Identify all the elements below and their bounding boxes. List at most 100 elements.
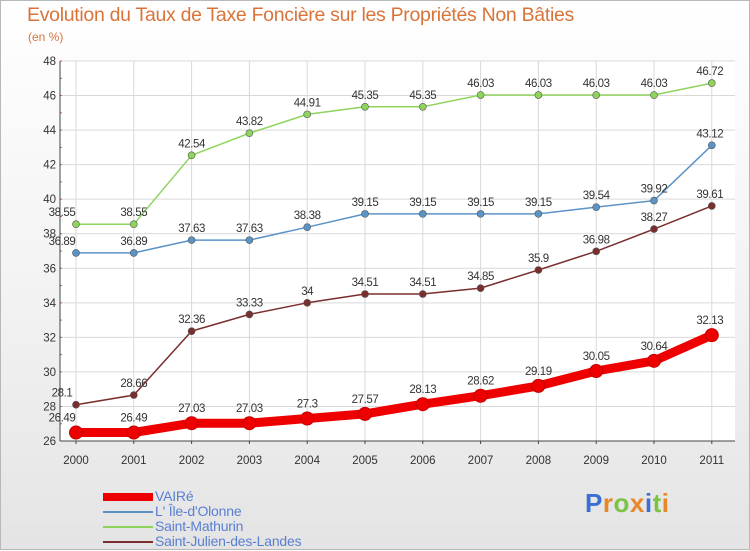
data-point: [650, 91, 658, 99]
data-point: [592, 91, 601, 99]
chart-title: Evolution du Taux de Taxe Foncière sur l…: [27, 4, 574, 26]
data-label: 39.92: [641, 184, 668, 196]
data-point: [589, 364, 604, 379]
data-label: 37.63: [236, 223, 263, 235]
data-label: 38.55: [49, 207, 76, 219]
data-label: 46.03: [467, 78, 494, 90]
data-label: 44.91: [294, 97, 321, 109]
data-label: 32.13: [696, 315, 723, 327]
data-point: [534, 266, 543, 274]
data-label: 28.13: [409, 384, 436, 396]
legend-swatch: [103, 493, 153, 501]
data-label: 37.63: [178, 223, 205, 235]
data-point: [476, 210, 485, 218]
data-label: 27.3: [297, 399, 318, 411]
brand-letter: x: [629, 488, 645, 518]
data-label: 39.54: [583, 190, 611, 202]
data-label: 45.35: [352, 90, 379, 102]
legend-label: VAIRé: [155, 488, 194, 504]
y-tick-label: 36: [43, 263, 56, 275]
data-label: 45.35: [409, 90, 436, 102]
x-tick-label: 2001: [121, 455, 147, 467]
data-point: [650, 196, 658, 205]
plot-area: [60, 61, 735, 441]
x-tick-label: 2010: [641, 455, 667, 467]
data-point: [361, 290, 369, 298]
data-label: 46.03: [525, 78, 552, 90]
x-tick-label: 2003: [237, 455, 263, 467]
y-tick-label: 32: [43, 332, 56, 344]
data-label: 38.55: [120, 207, 147, 219]
legend-swatch: [103, 526, 153, 528]
data-label: 36.89: [120, 236, 147, 248]
data-point: [704, 328, 719, 343]
x-tick-label: 2002: [179, 455, 205, 467]
brand-letter: i: [661, 488, 670, 518]
x-tick-label: 2008: [526, 455, 552, 467]
data-label: 46.72: [696, 66, 723, 78]
data-point: [245, 310, 254, 319]
data-label: 29.19: [525, 366, 552, 378]
x-tick-label: 2000: [63, 455, 89, 467]
data-point: [303, 110, 312, 119]
data-point: [647, 353, 661, 368]
data-point: [473, 388, 488, 403]
data-label: 28.66: [120, 378, 147, 390]
y-tick-label: 28: [43, 401, 56, 413]
data-label: 36.89: [49, 236, 76, 248]
series-line: [71, 330, 717, 437]
data-point: [650, 225, 658, 233]
legend-label: Saint-Mathurin: [155, 518, 244, 534]
data-label: 36.98: [583, 234, 610, 246]
data-point: [69, 425, 83, 440]
series-line: [75, 144, 713, 254]
data-label: 27.57: [352, 394, 379, 406]
data-label: 28.1: [52, 388, 73, 400]
x-tick-label: 2004: [294, 455, 320, 467]
data-point: [534, 210, 543, 218]
data-point: [130, 391, 138, 399]
y-tick-label: 34: [43, 298, 56, 310]
x-tick-label: 2011: [699, 455, 724, 467]
data-point: [184, 416, 199, 431]
data-point: [72, 400, 80, 409]
series-line: [75, 205, 713, 406]
data-label: 38.27: [641, 212, 668, 224]
x-tick-label: 2009: [583, 455, 609, 467]
unit-label: (en %): [28, 30, 64, 44]
y-tick-label: 30: [43, 367, 56, 379]
data-label: 39.15: [409, 197, 436, 209]
data-label: 34.85: [467, 271, 494, 283]
y-tick-label: 44: [43, 125, 56, 137]
data-label: 39.15: [525, 197, 552, 209]
data-label: 30.64: [641, 341, 669, 353]
data-point: [245, 236, 254, 244]
data-point: [476, 91, 485, 99]
data-label: 46.03: [641, 78, 668, 90]
series-line: [75, 82, 713, 225]
data-point: [300, 411, 315, 426]
data-point: [592, 247, 601, 256]
legend-label: L' Île-d'Olonne: [155, 503, 242, 519]
data-label: 46.03: [583, 78, 610, 90]
y-tick-label: 48: [43, 56, 56, 68]
brand-letter: i: [644, 488, 653, 518]
data-label: 34.51: [352, 277, 379, 289]
data-point: [361, 102, 369, 111]
data-point: [592, 203, 601, 211]
data-point: [126, 425, 141, 440]
data-label: 28.62: [467, 376, 494, 388]
brand-letter: P: [585, 488, 603, 518]
data-label: 26.49: [120, 413, 147, 425]
data-label: 27.03: [178, 403, 205, 415]
data-label: 43.12: [696, 128, 723, 140]
legend-swatch: [103, 511, 153, 513]
y-tick-label: 42: [43, 160, 56, 172]
data-point: [415, 397, 430, 412]
data-label: 27.03: [236, 403, 263, 415]
data-point: [303, 299, 312, 307]
legend-label: Saint-Julien-des-Landes: [155, 533, 302, 549]
data-point: [534, 91, 543, 99]
data-point: [72, 220, 80, 229]
